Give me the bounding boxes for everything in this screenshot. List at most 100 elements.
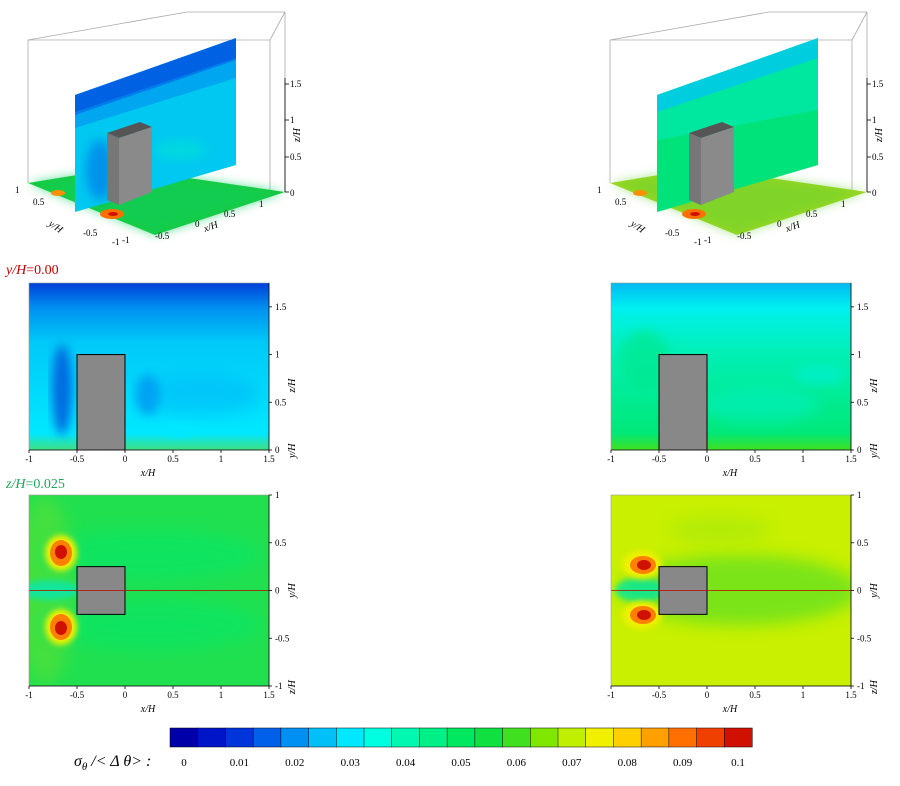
y-axis-label: z/H <box>287 378 298 394</box>
y-tick-label: 0 <box>275 586 280 596</box>
x-tick-label: 1 <box>801 454 806 464</box>
x-tick-label: 0 <box>123 454 128 464</box>
x-tick: 1 <box>841 199 846 209</box>
colorbar-swatch <box>446 727 476 748</box>
x-axis-label: x/H <box>722 704 738 715</box>
colorbar-label: σθ /< Δ θ> : <box>74 753 151 773</box>
slice-label-z: z/H=0.025 <box>5 477 65 492</box>
slice-label-y: y/H=0.00 <box>4 263 59 278</box>
y-tick: 1 <box>15 185 20 195</box>
x-tick: 1 <box>259 199 264 209</box>
colorbar-swatch <box>252 727 282 748</box>
z-tick: 0.5 <box>290 152 302 162</box>
y-axis-label: y/H <box>869 583 880 599</box>
x-tick: 0.5 <box>224 209 236 219</box>
colorbar-tick-label: 0.04 <box>396 757 416 769</box>
colorbar-tick-label: 0.03 <box>341 757 361 769</box>
colorbar-swatch <box>613 727 642 748</box>
y-tick: 0.5 <box>615 197 627 207</box>
colorbar-swatch <box>391 727 420 748</box>
x-tick-label: -0.5 <box>70 690 85 700</box>
colorbar-tick-label: 0 <box>181 757 187 769</box>
x-tick-label: -1 <box>607 454 615 464</box>
colorbar-tick-label: 0.09 <box>673 757 693 769</box>
x-tick: -1 <box>122 235 130 245</box>
y-tick: -0.5 <box>665 228 680 238</box>
x-tick-label: -0.5 <box>652 454 667 464</box>
x-tick-label: 1 <box>801 690 806 700</box>
y-axis-label: z/H <box>869 378 880 394</box>
y-tick-label: 0.5 <box>857 538 869 548</box>
x-axis-label: x/H <box>722 468 738 479</box>
x-tick-label: 1 <box>219 690 224 700</box>
x-tick: 0.5 <box>806 209 818 219</box>
slice-panel-2: -1 -0.5 0 0.5 1 1.5-1-0.500.51x/Hy/Hz/H <box>25 490 298 715</box>
z-tick: 1 <box>290 115 295 125</box>
slice-panel-3: -1 -0.5 0 0.5 1 1.5-1-0.500.51x/Hy/Hz/H <box>607 490 880 715</box>
y-tick-label: -0.5 <box>275 633 290 643</box>
y-tick-label: 1.5 <box>275 302 287 312</box>
y-tick-label: -1 <box>857 681 865 691</box>
colorbar-swatch <box>197 727 226 748</box>
colorbar-swatch <box>280 727 310 748</box>
obstacle <box>76 354 126 451</box>
z-axis-label: z/H <box>292 127 303 143</box>
panel-3d-left: 1.5 1 0.5 0 z/H 1 0.5 -0.5 -1 y/H -1 -0.… <box>15 11 303 247</box>
colorbar-swatch <box>668 727 698 748</box>
x-axis-label: x/H <box>783 219 802 235</box>
z-axis <box>866 78 871 193</box>
colorbar-swatch <box>640 727 670 748</box>
y-tick-label: 0 <box>857 586 862 596</box>
corner-axis-label: z/H <box>869 679 880 695</box>
y-tick-label: 0.5 <box>275 538 287 548</box>
x-tick-label: -0.5 <box>70 454 85 464</box>
y-tick-label: 0 <box>857 445 862 455</box>
colorbar-tick-label: 0.06 <box>507 757 527 769</box>
y-tick-label: 0.5 <box>857 397 869 407</box>
y-tick: -0.5 <box>83 228 98 238</box>
obstacle-block <box>689 122 734 205</box>
y-axis-label: y/H <box>627 218 647 236</box>
y-tick-label: 1 <box>275 490 280 500</box>
x-tick-label: -1 <box>25 690 33 700</box>
x-tick-label: 0.5 <box>167 690 179 700</box>
y-tick: 0.5 <box>33 197 45 207</box>
z-tick: 1.5 <box>872 79 884 89</box>
colorbar-tick-label: 0.08 <box>618 757 638 769</box>
corner-axis-label: y/H <box>869 443 880 459</box>
z-tick: 0 <box>290 188 295 198</box>
x-tick: -1 <box>704 235 712 245</box>
y-tick: -1 <box>112 237 120 247</box>
y-tick-label: 1 <box>857 490 862 500</box>
x-tick: 0 <box>195 219 200 229</box>
x-axis-label: x/H <box>140 468 156 479</box>
colorbar-swatch <box>169 727 199 748</box>
x-tick-label: -0.5 <box>652 690 667 700</box>
x-tick-label: 0 <box>705 690 710 700</box>
colorbar-swatch <box>557 727 587 748</box>
y-tick-label: 0.5 <box>275 397 287 407</box>
vertical-slice-right-field <box>611 283 851 450</box>
obstacle <box>658 354 708 451</box>
corner-axis-label: y/H <box>287 443 298 459</box>
colorbar-swatch <box>530 727 559 748</box>
x-tick-label: 0.5 <box>749 454 761 464</box>
x-tick: -0.5 <box>737 231 752 241</box>
slice-panel-0: -1 -0.5 0 0.5 1 1.500.511.5x/Hz/Hy/H <box>25 282 298 479</box>
x-tick-label: 0.5 <box>167 454 179 464</box>
y-axis-label: y/H <box>287 583 298 599</box>
y-tick-label: 1.5 <box>857 302 869 312</box>
x-tick-label: -1 <box>25 454 33 464</box>
x-tick: -0.5 <box>155 231 170 241</box>
obstacle-block <box>107 122 152 205</box>
y-tick-label: 1 <box>275 350 280 360</box>
x-tick-label: 1.5 <box>263 690 275 700</box>
x-tick-label: 0 <box>705 454 710 464</box>
x-tick-label: -1 <box>607 690 615 700</box>
x-tick-label: 1.5 <box>845 690 857 700</box>
y-tick: 1 <box>597 185 602 195</box>
y-tick-label: -1 <box>275 681 283 691</box>
colorbar-swatch <box>419 727 448 748</box>
x-tick-label: 1 <box>219 454 224 464</box>
